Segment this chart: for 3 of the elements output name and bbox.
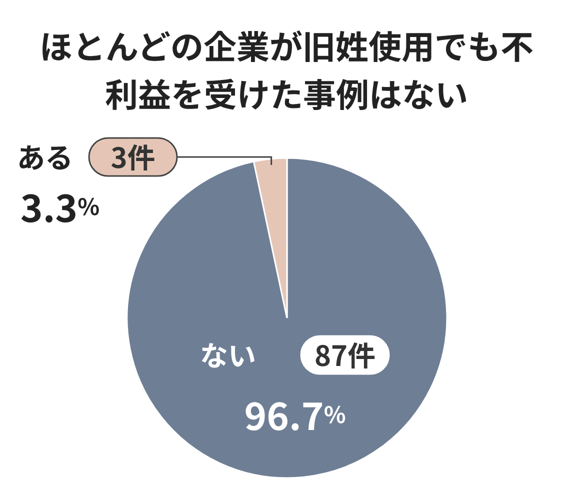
annotation: 96.7% [244, 386, 346, 440]
title: ほとんどの企業が旧姓使用でも不利益を受けた事例はない [40, 21, 534, 117]
annotation: 3.3% [20, 178, 100, 232]
